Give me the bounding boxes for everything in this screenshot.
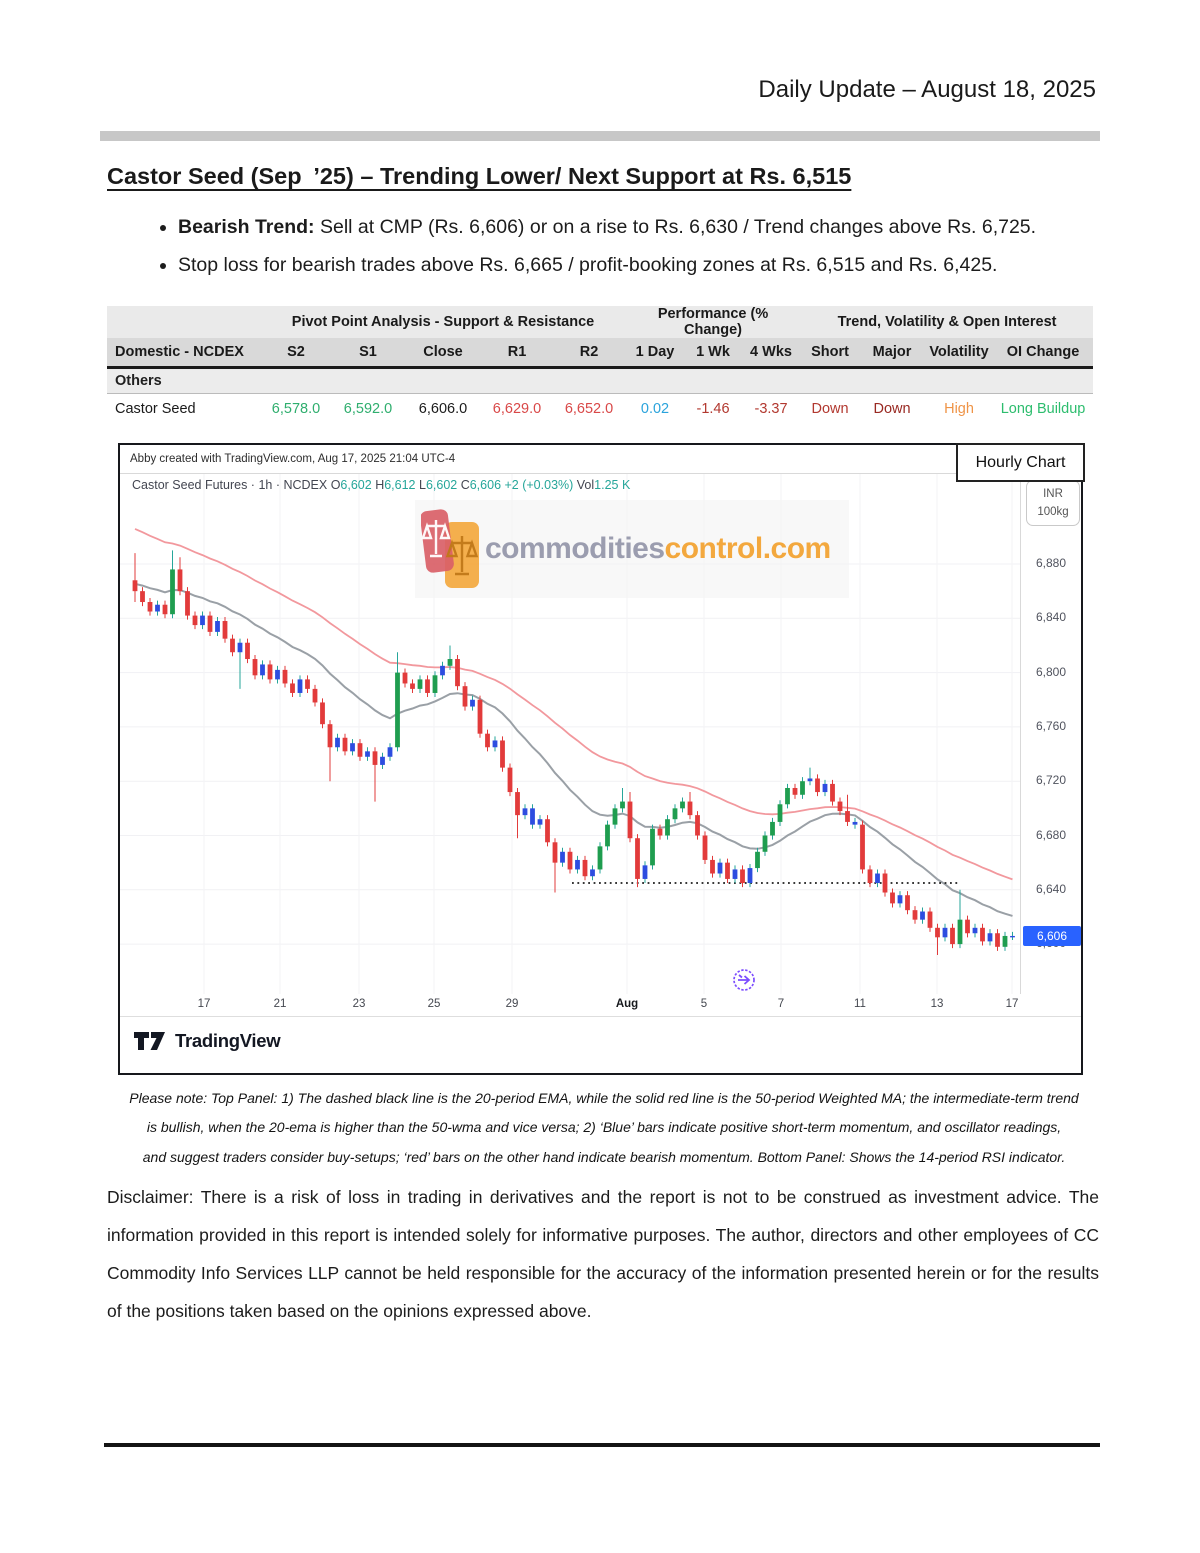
header-divider	[100, 131, 1100, 141]
cell-s2: 6,578.0	[261, 393, 331, 424]
group-header-trend: Trend, Volatility & Open Interest	[801, 306, 1094, 338]
cell-volatility: High	[925, 393, 994, 424]
price-tick-label: 6,840	[1035, 610, 1067, 625]
commoditiescontrol-watermark: commoditiescontrol.com	[415, 500, 849, 598]
summary-bullets: Bearish Trend: Sell at CMP (Rs. 6,606) o…	[146, 216, 1096, 292]
cell-1-wk: -1.46	[685, 393, 742, 424]
time-tick-label: 17	[1005, 998, 1019, 1010]
cell-4-wks: -3.37	[741, 393, 802, 424]
col-oi-change: OI Change	[993, 338, 1094, 367]
last-price-badge: 6,606	[1023, 925, 1081, 946]
time-tick-label: 21	[273, 998, 287, 1010]
cell-close: 6,606.0	[405, 393, 481, 424]
col-volatility: Volatility	[925, 338, 994, 367]
tradingview-logo[interactable]: TradingView	[134, 1030, 281, 1052]
time-tick-label: 23	[352, 998, 366, 1010]
chart-footnote: Please note: Top Panel: 1) The dashed bl…	[129, 1090, 1079, 1165]
cell-r1: 6,629.0	[481, 393, 553, 424]
tradingview-mark-icon	[134, 1032, 165, 1050]
col-r2: R2	[553, 338, 626, 367]
col-r1: R1	[481, 338, 553, 367]
commodity-name: Castor Seed	[107, 393, 261, 424]
time-tick-label: 11	[854, 998, 866, 1010]
table-group-header-row: Pivot Point Analysis - Support & Resista…	[107, 306, 1094, 338]
price-tick-label: 6,640	[1035, 881, 1067, 896]
col-s1: S1	[331, 338, 405, 367]
cell-1-day: 0.02	[625, 393, 686, 424]
bullet-bearish-trend: Bearish Trend: Sell at CMP (Rs. 6,606) o…	[178, 216, 1096, 239]
table-section-row: Others	[107, 367, 1094, 394]
group-header-empty	[107, 306, 261, 338]
group-header-performance: Performance (% Change)	[625, 306, 802, 338]
cell-r2: 6,652.0	[553, 393, 626, 424]
price-tick-label: 6,800	[1035, 664, 1067, 679]
unit-box: INR 100kg	[1026, 480, 1080, 526]
report-date: Daily Update – August 18, 2025	[758, 76, 1096, 103]
col-1wk: 1 Wk	[685, 338, 742, 367]
cell-s1: 6,592.0	[331, 393, 405, 424]
cell-oi-change: Long Buildup	[993, 393, 1094, 424]
group-header-pivot: Pivot Point Analysis - Support & Resista…	[261, 306, 626, 338]
watermark-text: commoditiescontrol.com	[485, 532, 831, 565]
time-tick-label: 5	[700, 998, 708, 1010]
bullet-label: Bearish Trend:	[178, 216, 315, 238]
col-s2: S2	[261, 338, 331, 367]
hourly-chart-badge: Hourly Chart	[956, 443, 1085, 482]
time-tick-label: 25	[427, 998, 441, 1010]
time-tick-label: 7	[777, 998, 785, 1010]
table-row: Castor Seed 6,578.0 6,592.0 6,606.0 6,629.0…	[107, 393, 1094, 424]
table-column-header-row: Domestic - NCDEX S2 S1 Close R1 R2 1 Day…	[107, 338, 1094, 367]
cell-major: Down	[859, 393, 926, 424]
cell-short: Down	[801, 393, 860, 424]
chart-symbol-line: Castor Seed Futures · 1h · NCDEX O6,602 …	[132, 478, 631, 492]
purple-arrow-icon[interactable]	[733, 969, 755, 991]
col-close: Close	[405, 338, 481, 367]
scales-logo-icon	[421, 509, 479, 588]
time-tick-label: Aug	[615, 998, 639, 1010]
col-short: Short	[801, 338, 860, 367]
col-domestic: Domestic - NCDEX	[107, 338, 261, 367]
price-tick-label: 6,680	[1035, 827, 1067, 842]
time-axis[interactable]: 17 21 23 25 29 Aug 5 7 11 13 17	[120, 994, 1081, 1017]
price-tick-label: 6,720	[1035, 773, 1067, 788]
page-title: Castor Seed (Sep ’25) – Trending Lower/ …	[107, 163, 852, 189]
price-tick-label: 6,760	[1035, 718, 1067, 733]
footer-divider	[104, 1443, 1100, 1447]
chart-credit: Abby created with TradingView.com, Aug 1…	[120, 445, 1081, 474]
col-major: Major	[859, 338, 926, 367]
col-1day: 1 Day	[625, 338, 686, 367]
time-tick-label: 29	[505, 998, 519, 1010]
section-label: Others	[107, 367, 1094, 394]
col-4wks: 4 Wks	[741, 338, 802, 367]
bullet-stop-loss: Stop loss for bearish trades above Rs. 6…	[178, 254, 1096, 277]
time-tick-label: 17	[197, 998, 211, 1010]
pivot-table: Pivot Point Analysis - Support & Resista…	[107, 306, 1094, 424]
price-tick-label: 6,880	[1035, 556, 1067, 570]
time-tick-label: 13	[930, 998, 944, 1010]
tradingview-logo-text: TradingView	[175, 1030, 281, 1051]
disclaimer-text: Disclaimer: There is a risk of loss in t…	[107, 1187, 1099, 1322]
price-chart: Abby created with TradingView.com, Aug 1…	[118, 443, 1085, 1075]
